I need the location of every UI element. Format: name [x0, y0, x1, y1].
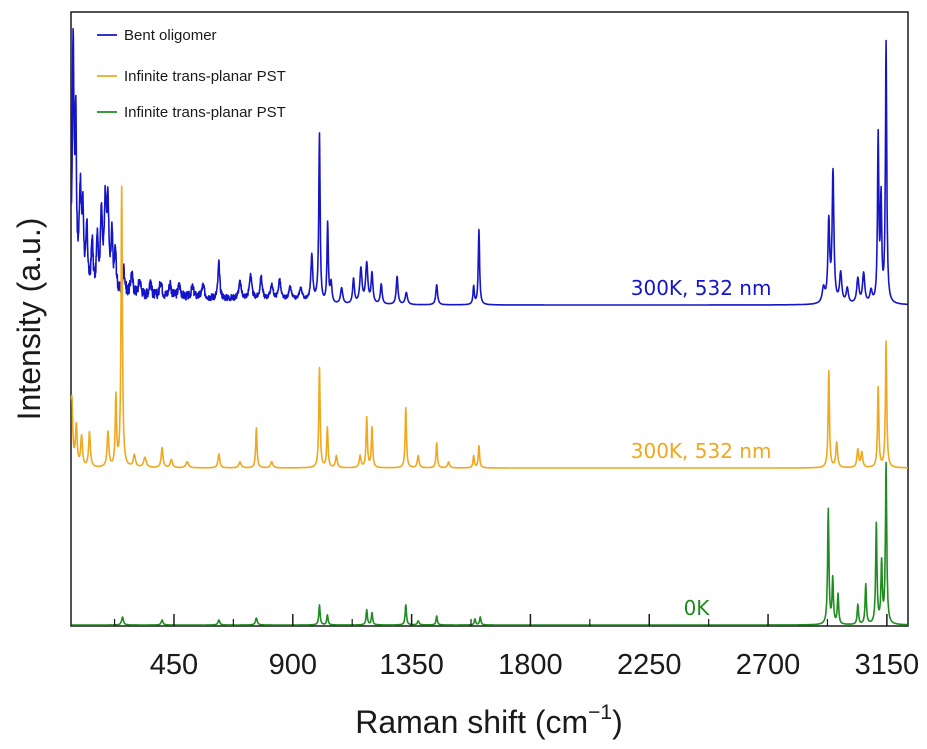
x-tick-label: 900	[269, 649, 317, 681]
series-annotations: 300K, 532 nm 300K, 532 nm 0K	[631, 276, 772, 620]
legend-label: Infinite trans-planar PST	[124, 68, 286, 85]
series-line-bent-oligomer	[70, 27, 909, 306]
x-axis-title-end: )	[612, 704, 623, 740]
series-line-trans-planar-0k	[71, 461, 909, 626]
legend-label: Bent oligomer	[124, 27, 217, 44]
x-tick-label: 2250	[617, 649, 682, 681]
x-tick-label: 1350	[379, 649, 444, 681]
x-tick-label: 2700	[736, 649, 801, 681]
legend: Bent oligomer Infinite trans-planar PST In…	[97, 27, 286, 121]
y-axis-title: Intensity (a.u.)	[11, 218, 47, 421]
series-line-trans-planar-300k	[70, 185, 909, 469]
x-tick-label: 3150	[855, 649, 920, 681]
series-annotation: 300K, 532 nm	[631, 439, 772, 463]
x-axis-title: Raman shift (cm−1)	[355, 701, 623, 740]
plot-frame	[70, 11, 909, 627]
x-axis-title-main: Raman shift (cm	[355, 704, 588, 740]
x-ticks: 450 900 1350 1800 2250 2700 3150	[113, 614, 920, 681]
x-axis-title-sup: −1	[588, 701, 612, 724]
series-annotation: 0K	[684, 596, 711, 620]
x-tick-label: 1800	[498, 649, 563, 681]
legend-label: Infinite trans-planar PST	[124, 104, 286, 121]
x-tick-label: 450	[150, 649, 198, 681]
series-annotation: 300K, 532 nm	[631, 276, 772, 300]
